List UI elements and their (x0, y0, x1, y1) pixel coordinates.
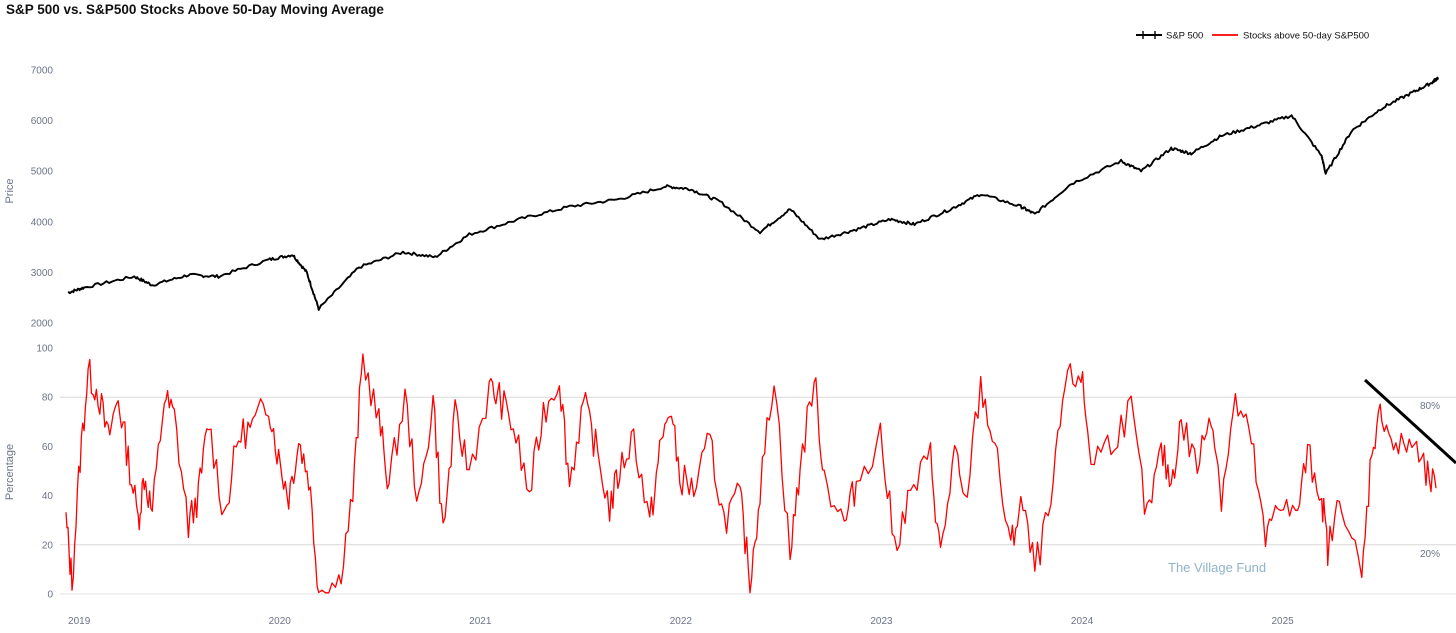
price-tick-label: 4000 (31, 217, 54, 228)
x-tick-label: 2024 (1071, 616, 1094, 627)
price-tick-label: 2000 (31, 319, 54, 330)
percentage-tick-label: 100 (36, 344, 53, 355)
percentage-tick-label: 40 (42, 491, 54, 502)
x-tick-label: 2020 (269, 616, 292, 627)
price-plot (67, 76, 1439, 311)
percentage-tick-label: 20 (42, 540, 54, 551)
percentage-gridlines (60, 396, 1456, 595)
price-tick-label: 7000 (31, 66, 54, 77)
percentage-axis-title: Percentage (4, 444, 16, 500)
chart-title: S&P 500 vs. S&P500 Stocks Above 50-Day M… (6, 2, 384, 17)
price-axis: 2000 3000 4000 5000 6000 7000 (31, 66, 54, 330)
percentage-axis: 0 20 40 60 80 100 (36, 344, 53, 601)
price-tick-label: 3000 (31, 268, 54, 279)
x-tick-label: 2019 (68, 616, 91, 627)
series-line-sp500 (67, 76, 1439, 311)
percentage-tick-label: 0 (47, 590, 53, 601)
x-tick-label: 2025 (1272, 616, 1295, 627)
legend: S&P 500 Stocks above 50-day S&P500 (1136, 31, 1369, 42)
price-tick-label: 6000 (31, 116, 54, 127)
trend-annotation-line (1363, 378, 1456, 465)
legend-label-stocks-above: Stocks above 50-day S&P500 (1243, 31, 1369, 42)
price-tick-label: 5000 (31, 167, 54, 178)
x-tick-label: 2022 (670, 616, 693, 627)
x-axis: 2019 2020 2021 2022 2023 2024 2025 (68, 616, 1294, 627)
percentage-tick-label: 80 (42, 393, 54, 404)
percentage-plot (65, 353, 1437, 594)
x-tick-label: 2023 (870, 616, 893, 627)
price-axis-title: Price (4, 178, 16, 203)
ref-label-80: 80% (1420, 401, 1440, 412)
ref-label-20: 20% (1420, 549, 1440, 560)
watermark: The Village Fund (1168, 560, 1266, 575)
legend-label-sp500: S&P 500 (1166, 31, 1203, 42)
percentage-tick-label: 60 (42, 442, 54, 453)
x-tick-label: 2021 (469, 616, 492, 627)
series-line-stocks-above (65, 353, 1437, 594)
